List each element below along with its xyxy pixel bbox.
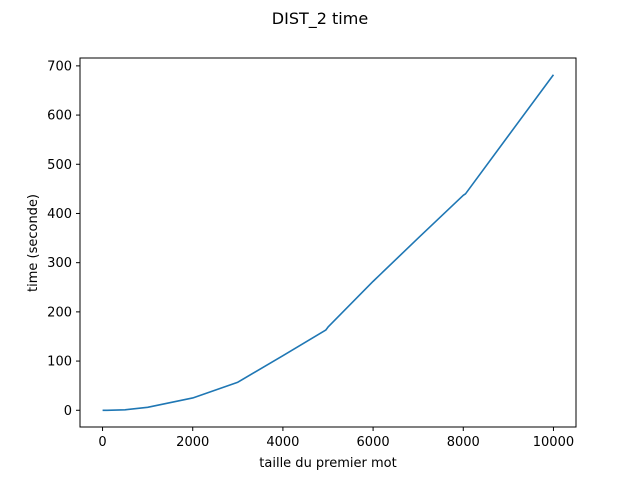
y-tick-label: 300	[47, 256, 72, 271]
y-tick-label: 500	[47, 158, 72, 173]
x-tick-label: 10000	[533, 435, 574, 450]
y-tick-label: 200	[47, 305, 72, 320]
x-tick-label: 6000	[357, 435, 390, 450]
x-axis-label: taille du premier mot	[259, 456, 396, 471]
y-tick-label: 600	[47, 109, 72, 124]
y-tick-label: 400	[47, 207, 72, 222]
plot-area	[102, 74, 555, 412]
y-tick-label: 700	[47, 59, 72, 74]
y-axis-label: time (seconde)	[26, 194, 41, 292]
series-line-0	[102, 74, 555, 412]
x-tick-label: 4000	[266, 435, 299, 450]
y-axis: 0 100 200 300 400 500 600 700	[47, 59, 80, 419]
x-tick-label: 8000	[447, 435, 480, 450]
y-tick-label: 100	[47, 355, 72, 370]
chart-title: DIST_2 time	[272, 9, 368, 29]
x-axis: 0 2000 4000 6000 8000 10000	[98, 427, 574, 450]
x-tick-label: 2000	[176, 435, 209, 450]
y-tick-label: 0	[64, 404, 72, 419]
plot-frame	[79, 57, 577, 428]
x-tick-label: 0	[98, 435, 106, 450]
